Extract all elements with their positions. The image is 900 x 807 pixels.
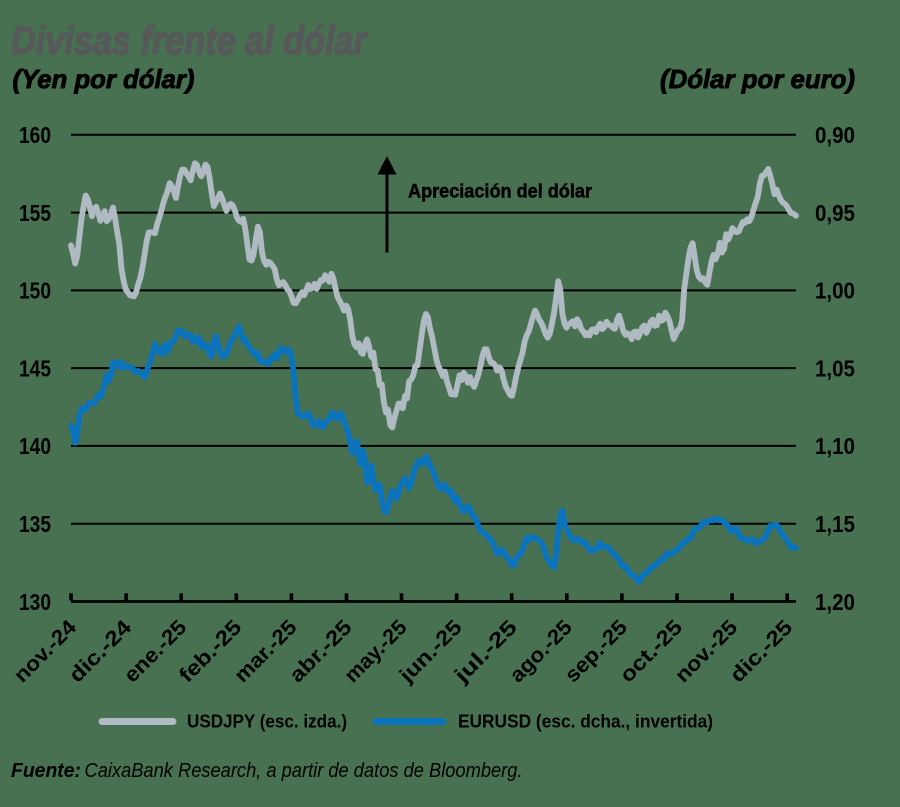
svg-text:135: 135 bbox=[19, 511, 51, 537]
svg-text:Apreciación del dólar: Apreciación del dólar bbox=[408, 181, 592, 203]
svg-text:EURUSD (esc. dcha., invertida): EURUSD (esc. dcha., invertida) bbox=[458, 712, 713, 732]
svg-text:145: 145 bbox=[19, 355, 51, 381]
svg-text:0,90: 0,90 bbox=[815, 122, 855, 148]
svg-text:140: 140 bbox=[19, 433, 51, 459]
svg-text:130: 130 bbox=[19, 589, 51, 615]
svg-text:1,05: 1,05 bbox=[815, 355, 855, 381]
svg-text:Divisas frente al dólar: Divisas frente al dólar bbox=[11, 19, 369, 63]
svg-text:0,95: 0,95 bbox=[815, 200, 855, 226]
svg-text:155: 155 bbox=[19, 200, 51, 226]
svg-text:1,00: 1,00 bbox=[815, 278, 855, 304]
svg-text:1,15: 1,15 bbox=[815, 511, 855, 537]
svg-text:USDJPY (esc. izda.): USDJPY (esc. izda.) bbox=[187, 712, 347, 732]
svg-text:CaixaBank Research, a partir d: CaixaBank Research, a partir de datos de… bbox=[85, 760, 523, 782]
svg-text:150: 150 bbox=[19, 278, 51, 304]
svg-text:160: 160 bbox=[19, 122, 51, 148]
svg-text:dic.-25: dic.-25 bbox=[726, 616, 798, 688]
svg-text:(Yen por dólar): (Yen por dólar) bbox=[13, 64, 195, 94]
svg-text:Fuente:: Fuente: bbox=[11, 760, 81, 782]
svg-text:1,10: 1,10 bbox=[815, 433, 855, 459]
svg-text:(Dólar por euro): (Dólar por euro) bbox=[660, 64, 855, 94]
svg-text:1,20: 1,20 bbox=[815, 589, 855, 615]
